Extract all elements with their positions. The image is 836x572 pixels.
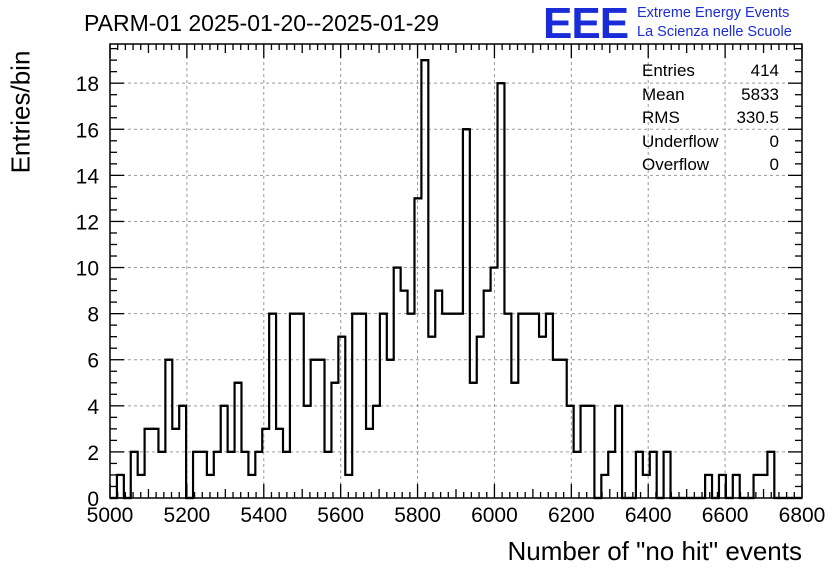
y-tick-label: 10 — [76, 258, 99, 281]
x-tick-label: 5600 — [317, 504, 364, 527]
stats-row-overflow: Overflow 0 — [642, 153, 779, 177]
x-tick-label: 5000 — [87, 504, 134, 527]
x-tick-label: 6600 — [702, 504, 749, 527]
x-tick-label: 5800 — [394, 504, 441, 527]
y-axis-label: Entries/bin — [5, 50, 36, 174]
stats-row-mean: Mean 5833 — [642, 83, 779, 107]
x-axis-label: Number of "no hit" events — [507, 536, 803, 566]
x-tick-label: 6400 — [625, 504, 672, 527]
stats-value: 414 — [750, 61, 779, 80]
stats-label: Mean — [642, 84, 685, 104]
logo-caption: Extreme Energy Events La Scienza nelle S… — [637, 4, 792, 42]
y-tick-label: 8 — [87, 304, 99, 327]
y-tick-label: 12 — [76, 211, 99, 234]
stats-value: 0 — [769, 155, 779, 175]
grid-lines — [110, 44, 802, 498]
x-tick-label: 5200 — [164, 504, 211, 527]
tick-labels: 5000 5200 5400 5600 5800 6000 6200 6400 6600 6800… — [76, 73, 826, 527]
stats-box: Entries 414 Mean 5833 RMS 330.5 Underflo… — [642, 59, 779, 177]
logo-caption-line2: La Scienza nelle Scuole — [637, 24, 792, 40]
x-tick-label: 6000 — [471, 504, 518, 527]
y-tick-label: 0 — [87, 488, 99, 511]
y-tick-label: 16 — [76, 119, 99, 142]
axes — [109, 43, 803, 499]
x-tick-label: 5400 — [240, 504, 287, 527]
x-tick-label: 6200 — [548, 504, 595, 527]
stats-label: Underflow — [642, 131, 719, 151]
stats-row-rms: RMS 330.5 — [642, 106, 779, 130]
y-tick-label: 14 — [76, 165, 100, 188]
histogram-outline — [110, 59, 802, 500]
stats-value: 5833 — [741, 84, 779, 104]
stats-row-underflow: Underflow 0 — [642, 130, 779, 154]
y-tick-label: 6 — [87, 350, 99, 373]
stats-label: RMS — [642, 108, 680, 128]
plot-title: PARM-01 2025-01-20--2025-01-29 — [84, 10, 439, 36]
eee-logo: EEE — [543, 0, 629, 48]
y-tick-label: 18 — [76, 73, 99, 96]
stats-value: 330.5 — [736, 108, 779, 128]
y-tick-label: 4 — [87, 396, 99, 419]
x-tick-label: 6800 — [779, 504, 826, 527]
y-tick-label: 2 — [87, 442, 99, 465]
stats-row-entries: Entries 414 — [642, 59, 779, 83]
stats-label: Overflow — [642, 155, 710, 175]
stats-value: 0 — [769, 131, 779, 151]
logo-caption-line1: Extreme Energy Events — [637, 5, 790, 21]
stats-label: Entries — [642, 61, 695, 80]
histogram-bars — [110, 59, 802, 500]
